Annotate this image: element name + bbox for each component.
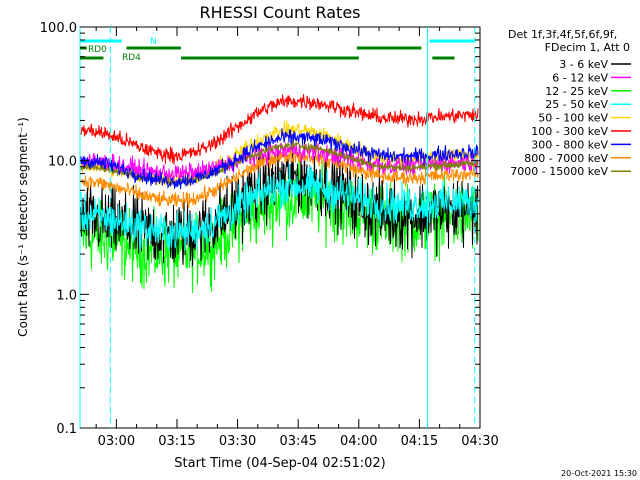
legend-label: 7000 - 15000 keV xyxy=(510,165,608,178)
x-tick-label: 04:00 xyxy=(340,434,377,449)
y-axis-ticks: 0.1 1.0 10.0 100.0 xyxy=(40,21,480,437)
x-tick-label: 04:15 xyxy=(401,434,438,449)
flag-label: RD4 xyxy=(122,53,141,63)
y-tick-label: 10.0 xyxy=(48,155,77,170)
legend-label: 50 - 100 keV xyxy=(538,112,608,125)
legend-header: Det 1f,3f,4f,5f,6f,9f, xyxy=(508,28,617,41)
x-axis-ticks: 03:00 03:15 03:30 03:45 04:00 04:15 04:30 xyxy=(95,27,499,449)
series-line xyxy=(80,163,479,251)
timestamp: 20-Oct-2021 15:30 xyxy=(561,469,637,478)
legend-header: FDecim 1, Att 0 xyxy=(545,41,630,54)
y-tick-label: 0.1 xyxy=(56,422,77,437)
x-tick-label: 03:30 xyxy=(219,434,256,449)
flag-label: N xyxy=(150,37,157,47)
flag-label: RD0 xyxy=(88,45,107,55)
y-tick-label: 1.0 xyxy=(56,288,77,303)
x-tick-label: 04:30 xyxy=(461,434,498,449)
legend: Det 1f,3f,4f,5f,6f,9f,FDecim 1, Att 0 3 -… xyxy=(508,28,631,178)
legend-label: 25 - 50 keV xyxy=(545,98,608,111)
series-layer xyxy=(80,94,479,294)
legend-label: 3 - 6 keV xyxy=(559,58,608,71)
flag-bars: N RD0 RD4 xyxy=(80,37,474,63)
legend-label: 800 - 7000 keV xyxy=(524,152,608,165)
x-tick-label: 03:45 xyxy=(279,434,316,449)
series-line xyxy=(80,142,479,183)
y-tick-label: 100.0 xyxy=(40,21,77,36)
vertical-markers xyxy=(79,27,476,428)
legend-label: 12 - 25 keV xyxy=(545,85,608,98)
series-line xyxy=(80,128,479,190)
chart-title: RHESSI Count Rates xyxy=(200,3,361,22)
legend-label: 6 - 12 keV xyxy=(552,71,608,84)
y-axis-label: Count Rate (s⁻¹ detector segment⁻¹) xyxy=(16,117,30,337)
series-line xyxy=(80,94,479,165)
legend-label: 100 - 300 keV xyxy=(531,125,608,138)
x-tick-label: 03:00 xyxy=(98,434,135,449)
legend-label: 300 - 800 keV xyxy=(531,138,608,151)
x-tick-label: 03:15 xyxy=(158,434,195,449)
x-axis-label: Start Time (04-Sep-04 02:51:02) xyxy=(174,456,385,471)
series-line xyxy=(80,148,479,209)
